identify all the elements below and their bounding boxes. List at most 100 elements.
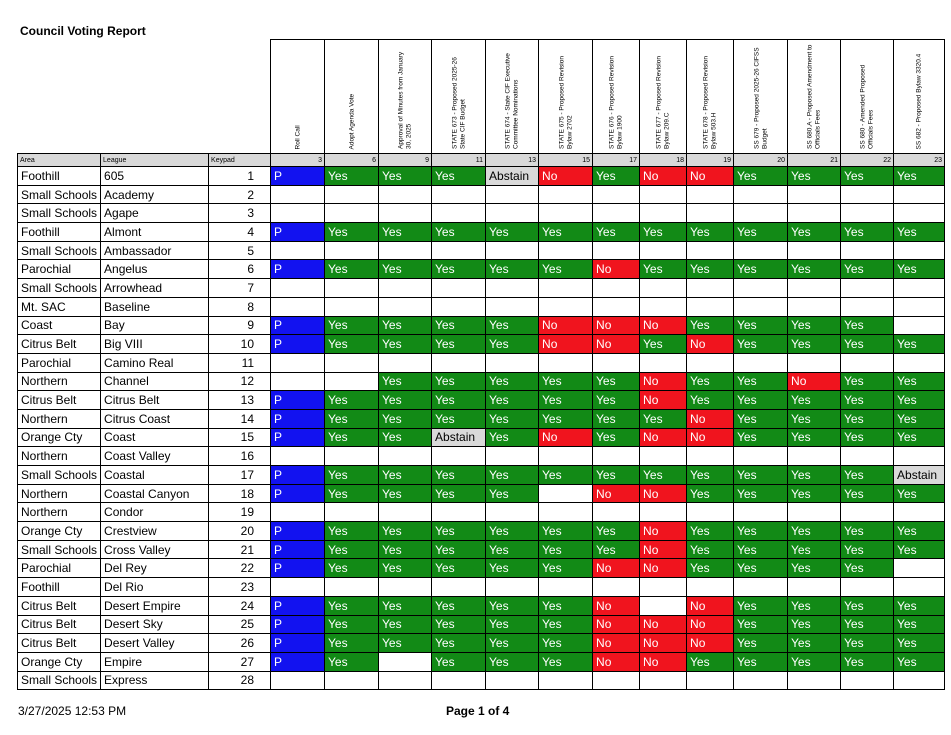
vote-cell: P xyxy=(270,521,326,541)
vote-cell: Yes xyxy=(787,633,842,653)
vote-cell xyxy=(840,502,895,523)
vote-cell: Yes xyxy=(787,390,842,410)
vote-cell: Yes xyxy=(733,558,789,579)
vote-cell: Yes xyxy=(787,539,842,560)
vote-column-number: 15 xyxy=(538,153,594,167)
vote-cell xyxy=(538,670,594,691)
vote-cell: P xyxy=(270,166,326,186)
vote-cell: Yes xyxy=(787,614,842,635)
vote-cell xyxy=(270,446,326,466)
league-cell: Ambassador xyxy=(100,240,210,261)
vote-cell xyxy=(893,352,946,373)
vote-cell xyxy=(639,184,688,205)
vote-cell: Yes xyxy=(840,390,895,410)
keypad-cell: 28 xyxy=(208,670,272,691)
vote-cell xyxy=(324,203,380,224)
vote-cell xyxy=(538,184,594,205)
vote-cell: Yes xyxy=(840,465,895,485)
league-cell: Coastal Canyon xyxy=(100,483,210,504)
vote-cell xyxy=(324,240,380,261)
vote-cell xyxy=(733,352,789,373)
vote-cell: No xyxy=(686,427,735,448)
footer-page-number: Page 1 of 4 xyxy=(446,704,510,718)
vote-cell xyxy=(378,577,433,597)
vote-cell: Yes xyxy=(485,558,540,579)
vote-cell xyxy=(787,577,842,597)
vote-cell xyxy=(431,296,487,317)
vote-column-header: STATE 675 - Proposed Revision Bylaw 2702 xyxy=(538,39,594,154)
vote-cell: Yes xyxy=(538,371,594,392)
vote-cell xyxy=(639,240,688,261)
vote-cell: Yes xyxy=(733,651,789,672)
vote-cell: Yes xyxy=(324,521,380,541)
vote-cell: Yes xyxy=(840,259,895,280)
vote-cell: No xyxy=(639,633,688,653)
vote-cell xyxy=(485,352,540,373)
vote-cell: Yes xyxy=(538,614,594,635)
vote-cell: P xyxy=(270,222,326,242)
vote-cell xyxy=(270,296,326,317)
keypad-cell: 4 xyxy=(208,222,272,242)
vote-cell: Yes xyxy=(324,166,380,186)
vote-cell: Yes xyxy=(733,315,789,336)
vote-cell: Yes xyxy=(324,390,380,410)
vote-cell: No xyxy=(592,315,641,336)
keypad-cell: 15 xyxy=(208,427,272,448)
table-row: Parochial Angelus 6 P Yes Yes Yes Yes Yes No Yes Ye… xyxy=(16,259,946,280)
vote-column-header: SS 682 - Proposed Bylaw 3320.4 xyxy=(893,39,946,154)
vote-column-number: 22 xyxy=(840,153,895,167)
vote-cell xyxy=(538,278,594,298)
vote-cell: Yes xyxy=(485,483,540,504)
vote-cell xyxy=(787,296,842,317)
vote-cell: Yes xyxy=(840,334,895,354)
vote-cell: P xyxy=(270,259,326,280)
vote-cell: Yes xyxy=(485,315,540,336)
vote-cell: Yes xyxy=(378,315,433,336)
vote-cell: Yes xyxy=(787,558,842,579)
vote-cell: Yes xyxy=(324,483,380,504)
vote-cell xyxy=(485,184,540,205)
vote-cell xyxy=(639,670,688,691)
vote-cell: Yes xyxy=(592,390,641,410)
vote-cell: Yes xyxy=(893,408,946,429)
vote-cell xyxy=(378,446,433,466)
keypad-cell: 2 xyxy=(208,184,272,205)
vote-cell: Yes xyxy=(639,222,688,242)
vote-cell: Yes xyxy=(378,614,433,635)
vote-column-number: 6 xyxy=(324,153,380,167)
vote-cell xyxy=(840,184,895,205)
vote-cell: Yes xyxy=(893,371,946,392)
vote-cell xyxy=(733,502,789,523)
vote-cell xyxy=(787,278,842,298)
table-row: Northern Condor 19 xyxy=(16,502,946,523)
vote-cell xyxy=(592,577,641,597)
vote-cell: Yes xyxy=(485,595,540,616)
keypad-cell: 3 xyxy=(208,203,272,224)
vote-cell: Yes xyxy=(893,259,946,280)
vote-cell: Abstain xyxy=(485,166,540,186)
vote-cell xyxy=(787,352,842,373)
vote-cell xyxy=(840,577,895,597)
vote-cell xyxy=(686,446,735,466)
vote-cell xyxy=(787,502,842,523)
league-cell: Crestview xyxy=(100,521,210,541)
vote-cell: Yes xyxy=(686,222,735,242)
vote-cell xyxy=(686,203,735,224)
vote-cell xyxy=(431,203,487,224)
vote-cell: Yes xyxy=(538,259,594,280)
vote-cell: No xyxy=(592,334,641,354)
vote-cell xyxy=(639,502,688,523)
vote-cell: Yes xyxy=(431,390,487,410)
keypad-cell: 19 xyxy=(208,502,272,523)
table-row: Citrus Belt Desert Empire 24 P Yes Yes Yes Yes Y… xyxy=(16,595,946,616)
vote-cell: No xyxy=(592,558,641,579)
vote-cell: No xyxy=(639,390,688,410)
area-cell: Small Schools xyxy=(16,465,102,485)
table-row: Orange Cty Coast 15 P Yes Yes Abstain Yes No Yes N… xyxy=(16,427,946,448)
vote-cell xyxy=(270,371,326,392)
keypad-cell: 22 xyxy=(208,558,272,579)
vote-cell: Yes xyxy=(485,334,540,354)
vote-cell: Yes xyxy=(592,465,641,485)
vote-column-label: SS 680.A - Proposed Amendment to Officia… xyxy=(806,44,822,149)
table-row: Citrus Belt Big VIII 10 P Yes Yes Yes Yes No No Ye… xyxy=(16,334,946,354)
